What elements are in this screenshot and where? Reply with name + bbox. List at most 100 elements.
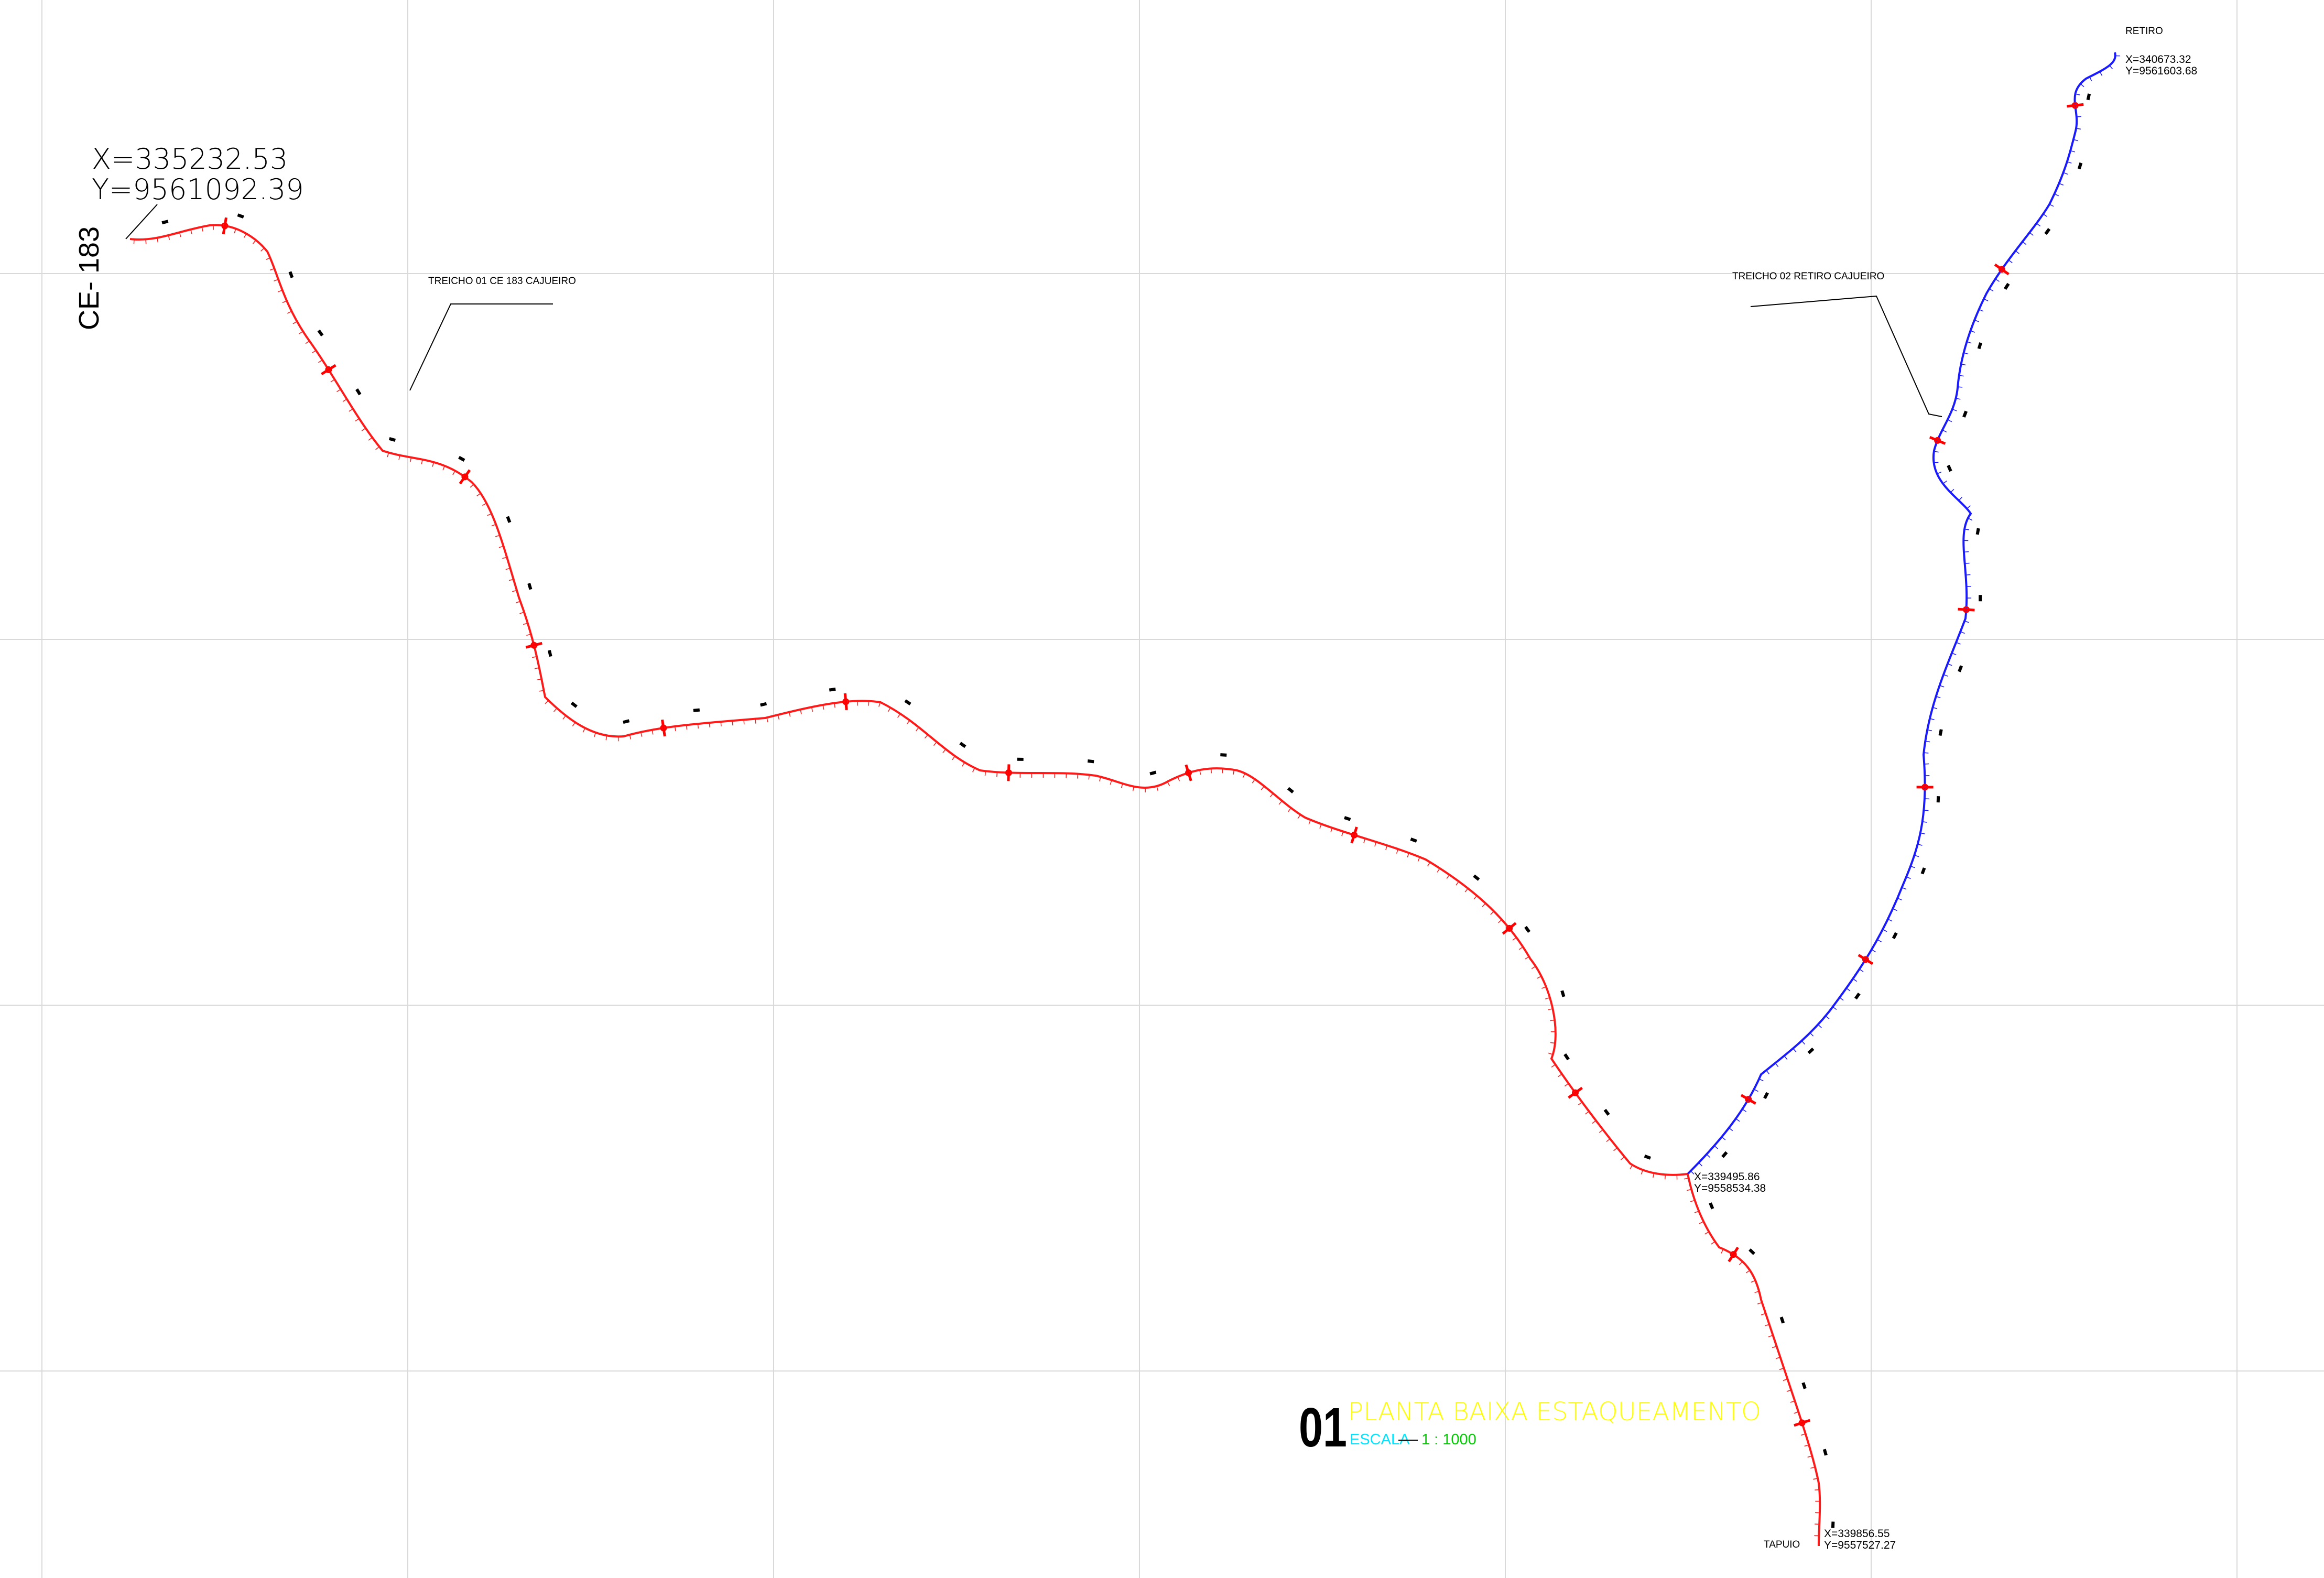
station-marker — [1568, 1086, 1583, 1099]
station-tick — [1929, 718, 1935, 720]
station-tick — [1951, 652, 1957, 656]
station-marker-dot — [1998, 266, 2005, 273]
station-tick — [1653, 1173, 1655, 1178]
station-tick — [452, 470, 455, 475]
station-tick — [878, 702, 881, 707]
station-tick — [1958, 497, 1962, 501]
offset-marker — [904, 699, 911, 706]
station-tick — [1968, 517, 1973, 521]
station-tick — [1825, 1015, 1830, 1019]
station-tick — [1551, 1064, 1556, 1068]
station-tick — [800, 709, 802, 714]
scale-value: 1 : 1000 — [1421, 1431, 1476, 1448]
station-tick — [1947, 663, 1952, 666]
station-marker-dot — [660, 724, 667, 732]
station-tick — [487, 513, 492, 516]
route-lines — [129, 52, 2116, 1547]
station-tick — [1550, 1019, 1555, 1021]
station-tick — [1934, 462, 1939, 463]
start-coordinate-x: X=335232.53 — [92, 143, 288, 176]
station-marker — [459, 469, 471, 485]
station-tick — [553, 708, 558, 712]
station-tick — [605, 735, 607, 741]
station-tick — [1456, 881, 1459, 886]
offset-marker — [1920, 867, 1926, 875]
station-tick — [1942, 481, 1947, 484]
offset-marker — [1344, 816, 1351, 821]
station-tick — [1578, 1102, 1582, 1105]
station-marker-dot — [1351, 831, 1358, 839]
station-tick — [179, 232, 181, 237]
station-tick — [1498, 919, 1502, 923]
station-tick — [755, 719, 756, 724]
station-tick — [252, 240, 256, 244]
station-tick — [1446, 874, 1450, 879]
station-tick — [421, 459, 423, 464]
offset-marker — [1709, 1202, 1714, 1210]
station-tick — [1937, 471, 1942, 474]
station-tick — [1786, 1389, 1791, 1392]
station-marker — [525, 641, 542, 649]
offset-marker — [1958, 665, 1963, 672]
station-tick — [1721, 1248, 1724, 1254]
station-tick — [1110, 780, 1112, 785]
station-tick — [915, 727, 919, 732]
station-tick — [2080, 83, 2084, 88]
station-tick — [1818, 1024, 1822, 1028]
station-marker-dot — [1185, 769, 1192, 777]
station-tick — [1482, 903, 1486, 907]
station-tick — [234, 228, 236, 234]
station-tick — [532, 656, 537, 658]
station-tick — [1564, 1083, 1569, 1087]
station-tick — [1545, 997, 1550, 999]
station-tick — [1156, 786, 1158, 791]
station-tick — [1099, 777, 1101, 782]
station-tick — [1525, 956, 1529, 960]
station-marker-dot — [1572, 1089, 1579, 1096]
station-tick — [1297, 814, 1301, 819]
station-tick — [201, 226, 203, 232]
offset-marker — [959, 742, 966, 748]
station-tick — [1936, 696, 1941, 699]
station-marker — [221, 217, 229, 235]
station-tick — [972, 767, 975, 772]
station-tick — [1772, 1346, 1777, 1348]
station-tick — [1664, 1174, 1666, 1180]
offset-marker — [760, 702, 767, 707]
station-tick — [1813, 1478, 1818, 1480]
station-tick — [1630, 1165, 1633, 1170]
station-tick — [442, 465, 446, 471]
offset-marker — [1220, 753, 1227, 757]
offset-marker — [829, 687, 836, 692]
station-marker-bar — [1568, 1086, 1583, 1099]
station-tick — [1308, 820, 1311, 825]
station-tick — [2015, 250, 2019, 254]
station-tick — [1704, 1231, 1709, 1235]
station-marker-dot — [1745, 1096, 1752, 1103]
station-tick — [1784, 1055, 1788, 1060]
station-tick — [342, 398, 347, 402]
station-tick — [562, 715, 567, 720]
station-tick — [1385, 845, 1388, 850]
station-tick — [361, 428, 366, 431]
station-tick — [732, 721, 733, 726]
station-tick — [1970, 330, 1975, 333]
station-tick — [1729, 1127, 1733, 1131]
station-tick — [1956, 398, 1961, 400]
station-tick — [265, 257, 270, 260]
offset-marker — [458, 455, 465, 462]
station-tick — [190, 229, 192, 234]
station-tick — [1606, 1138, 1611, 1142]
station-tick — [1768, 1335, 1773, 1337]
station-tick — [1800, 1433, 1806, 1436]
station-tick — [1278, 800, 1283, 805]
offset-marker — [1473, 874, 1480, 881]
station-tick — [1620, 1156, 1625, 1160]
title-block: 01 PLANTA BAIXA ESTAQUEAMENTO ESCALA 1 :… — [1299, 1397, 1761, 1459]
station-tick — [593, 732, 596, 737]
offset-marker — [2003, 282, 2010, 290]
station-marker-bar — [1350, 826, 1358, 844]
station-tick — [1548, 1052, 1553, 1055]
section-02-label: TREICHO 02 RETIRO CAJUEIRO — [1732, 271, 1884, 282]
leader-lines — [125, 204, 1942, 417]
